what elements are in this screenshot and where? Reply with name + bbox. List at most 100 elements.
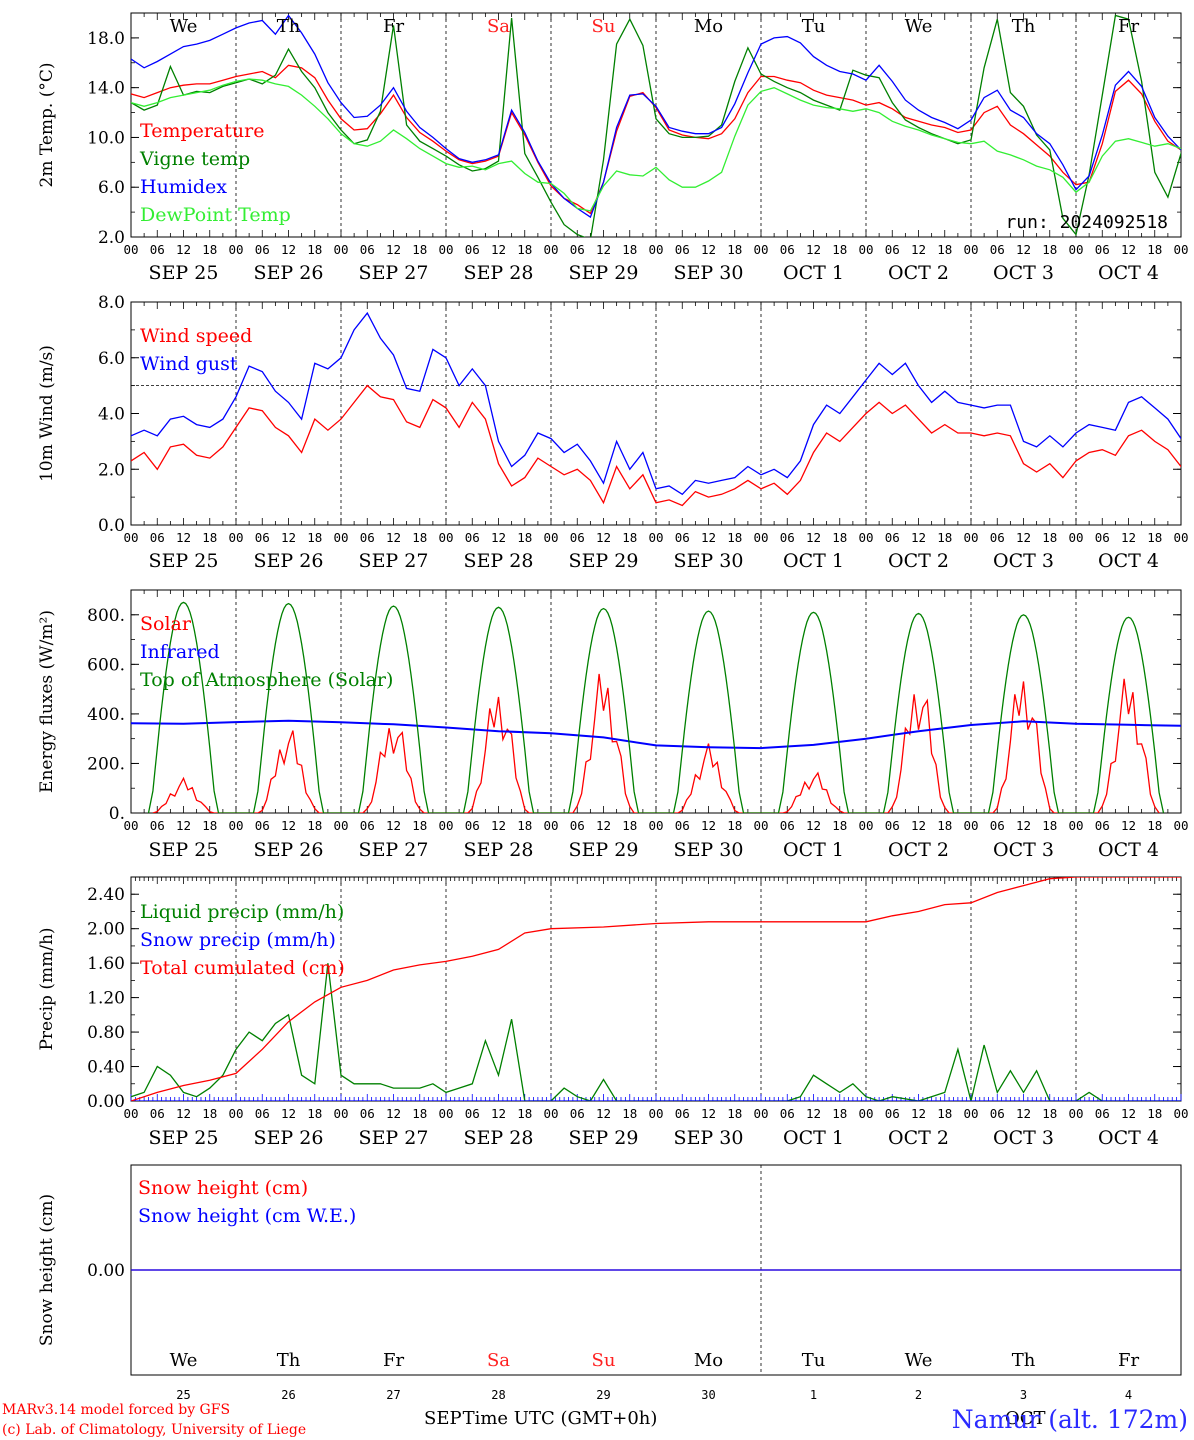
y-tick-label: 1.20 — [87, 989, 125, 1009]
hour-tick-label: 12 — [491, 1106, 506, 1121]
hour-tick-label: 06 — [780, 1106, 795, 1121]
hour-tick-label: 00 — [228, 818, 243, 833]
y-tick-label: 400. — [87, 705, 125, 725]
hour-tick-label: 18 — [1147, 242, 1162, 257]
hour-tick-label: 06 — [990, 530, 1005, 545]
hour-tick-label: 18 — [412, 530, 427, 545]
hour-tick-label: 18 — [412, 818, 427, 833]
series-line — [131, 64, 1181, 215]
hour-tick-label: 06 — [675, 530, 690, 545]
hour-tick-label: 06 — [570, 242, 585, 257]
hour-tick-label: 00 — [1173, 530, 1188, 545]
weekday-label-bottom: Tu — [802, 1350, 826, 1371]
legend-entry: Total cumulated (cm) — [140, 957, 345, 979]
hour-tick-label: 12 — [596, 530, 611, 545]
y-tick-label: 4.0 — [98, 405, 125, 425]
hour-tick-label: 06 — [255, 1106, 270, 1121]
hour-tick-label: 06 — [255, 818, 270, 833]
day-label: SEP 26 — [254, 1127, 324, 1149]
weekday-label-top: We — [905, 16, 933, 37]
legend-entry: Humidex — [140, 176, 227, 198]
hour-tick-label: 18 — [307, 818, 322, 833]
hour-tick-label: 00 — [543, 530, 558, 545]
hour-tick-label: 00 — [333, 242, 348, 257]
day-label: OCT 4 — [1098, 550, 1159, 572]
hour-tick-label: 00 — [648, 242, 663, 257]
y-tick-label: 0. — [109, 804, 125, 824]
month-right-label: OCT — [1005, 1408, 1046, 1429]
legend-entry: Snow height (cm W.E.) — [138, 1205, 356, 1227]
hour-tick-label: 00 — [963, 1106, 978, 1121]
panel-precip: 0.00 0.40 0.80 1.20 1.60 2.00 2.40 Precip (mm/h… — [37, 876, 1189, 1149]
hour-tick-label: 00 — [438, 818, 453, 833]
legend-entry: Solar — [140, 613, 192, 635]
series-line — [131, 719, 1181, 750]
day-label: SEP 30 — [674, 1127, 744, 1149]
hour-tick-label: 00 — [543, 1106, 558, 1121]
hour-tick-label: 06 — [1095, 530, 1110, 545]
day-number-label: 28 — [491, 1388, 505, 1402]
hour-tick-label: 00 — [123, 530, 138, 545]
series-line — [152, 673, 1160, 813]
day-label: OCT 2 — [888, 839, 949, 861]
hour-tick-label: 06 — [360, 530, 375, 545]
hour-tick-label: 12 — [386, 818, 401, 833]
legend-entry: Infrared — [140, 641, 220, 663]
hour-tick-label: 12 — [1121, 242, 1136, 257]
hour-tick-label: 12 — [281, 818, 296, 833]
hour-tick-label: 00 — [1173, 818, 1188, 833]
weekday-label-bottom: Sa — [487, 1350, 510, 1371]
series-line — [131, 963, 1181, 1101]
hour-tick-label: 06 — [990, 818, 1005, 833]
y-tick-label: 0.0 — [98, 516, 125, 536]
hour-tick-label: 00 — [963, 242, 978, 257]
hour-tick-label: 12 — [911, 242, 926, 257]
y-tick-label: 2.00 — [87, 920, 125, 940]
hour-tick-label: 18 — [727, 242, 742, 257]
credit-line-1: MARv3.14 model forced by GFS — [2, 1402, 230, 1418]
weekday-label-top: Th — [277, 16, 301, 37]
hour-tick-label: 12 — [281, 242, 296, 257]
series-group — [131, 877, 1181, 1101]
hour-tick-label: 12 — [281, 530, 296, 545]
hour-tick-label: 12 — [386, 1106, 401, 1121]
day-label: SEP 25 — [149, 550, 219, 572]
hour-tick-label: 00 — [333, 818, 348, 833]
day-label: SEP 29 — [569, 550, 639, 572]
day-label: OCT 2 — [888, 550, 949, 572]
hour-tick-label: 18 — [1042, 818, 1057, 833]
hour-tick-label: 18 — [1147, 530, 1162, 545]
hour-tick-label: 12 — [1016, 818, 1031, 833]
y-tick-label: 2.0 — [98, 228, 125, 248]
y-axis-label: 2m Temp. (°C) — [37, 62, 57, 187]
hour-tick-label: 12 — [491, 242, 506, 257]
hour-tick-label: 06 — [780, 242, 795, 257]
hour-tick-label: 06 — [360, 818, 375, 833]
y-tick-label: 0.40 — [87, 1058, 125, 1078]
hour-tick-label: 12 — [281, 1106, 296, 1121]
hour-tick-label: 00 — [123, 242, 138, 257]
hour-tick-label: 06 — [150, 242, 165, 257]
day-number-label: 27 — [386, 1388, 400, 1402]
plot-frame — [130, 589, 1182, 814]
hour-tick-label: 00 — [1068, 818, 1083, 833]
series-line — [147, 601, 1165, 813]
legend-entry: Top of Atmosphere (Solar) — [140, 669, 393, 691]
hour-tick-label: 18 — [727, 818, 742, 833]
day-label: SEP 26 — [254, 550, 324, 572]
weekday-label-bottom: Th — [277, 1350, 301, 1371]
weekday-label-top: Fr — [383, 16, 404, 37]
hour-tick-label: 12 — [176, 818, 191, 833]
hour-tick-label: 06 — [465, 818, 480, 833]
y-tick-label: 10.0 — [87, 128, 125, 148]
series-line — [131, 311, 1181, 496]
day-label: OCT 1 — [783, 550, 844, 572]
hour-tick-label: 06 — [360, 1106, 375, 1121]
hour-tick-label: 00 — [753, 242, 768, 257]
hour-tick-label: 18 — [517, 818, 532, 833]
hour-tick-label: 06 — [885, 530, 900, 545]
hour-tick-label: 06 — [465, 1106, 480, 1121]
weekday-label-bottom: Th — [1012, 1350, 1036, 1371]
legend-entry: Wind speed — [140, 325, 252, 347]
hour-tick-label: 18 — [412, 242, 427, 257]
